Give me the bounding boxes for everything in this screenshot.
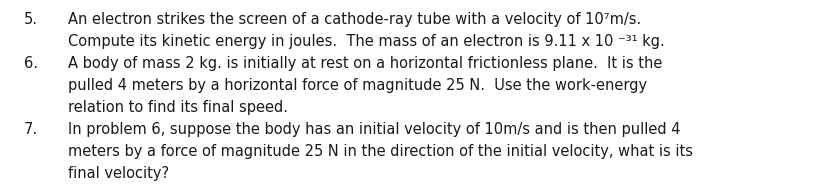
- Text: 7.: 7.: [24, 122, 38, 137]
- Text: An electron strikes the screen of a cathode-ray tube with a velocity of 10⁷m/s.: An electron strikes the screen of a cath…: [68, 12, 640, 27]
- Text: Compute its kinetic energy in joules.  The mass of an electron is 9.11 x 10 ⁻³¹ : Compute its kinetic energy in joules. Th…: [68, 34, 664, 49]
- Text: In problem 6, suppose the body has an initial velocity of 10m/s and is then pull: In problem 6, suppose the body has an in…: [68, 122, 680, 137]
- Text: A body of mass 2 kg. is initially at rest on a horizontal frictionless plane.  I: A body of mass 2 kg. is initially at res…: [68, 56, 662, 71]
- Text: 5.: 5.: [24, 12, 38, 27]
- Text: relation to find its final speed.: relation to find its final speed.: [68, 100, 288, 115]
- Text: meters by a force of magnitude 25 N in the direction of the initial velocity, wh: meters by a force of magnitude 25 N in t…: [68, 144, 692, 159]
- Text: 6.: 6.: [24, 56, 38, 71]
- Text: pulled 4 meters by a horizontal force of magnitude 25 N.  Use the work-energy: pulled 4 meters by a horizontal force of…: [68, 78, 647, 93]
- Text: final velocity?: final velocity?: [68, 166, 169, 181]
